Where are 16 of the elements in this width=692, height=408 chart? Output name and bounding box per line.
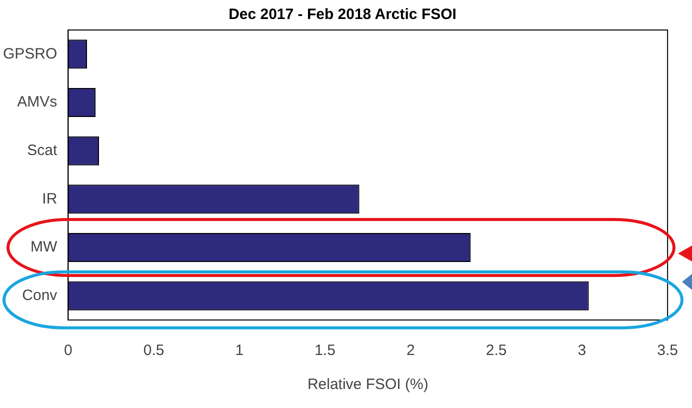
chart-title: Dec 2017 - Feb 2018 Arctic FSOI (228, 6, 456, 24)
x-tick-label: 1 (235, 342, 244, 360)
x-tick-label: 1.5 (314, 342, 336, 360)
x-tick-label: 0 (64, 342, 72, 360)
y-tick-label: IR (42, 190, 58, 208)
x-tick-label: 3.5 (657, 342, 678, 360)
x-tick-label: 2 (406, 342, 415, 360)
y-tick-label: Scat (27, 142, 58, 159)
y-tick-label: MW (30, 238, 58, 256)
x-axis-title: Relative FSOI (%) (307, 376, 428, 394)
y-tick-label: AMVs (17, 94, 58, 111)
x-tick-label: 0.5 (143, 342, 164, 360)
x-tick-label: 2.5 (486, 342, 507, 360)
x-tick-label: 3 (578, 342, 586, 360)
y-tick-label: Conv (22, 286, 58, 304)
y-tick-label: GPSRO (2, 45, 58, 62)
